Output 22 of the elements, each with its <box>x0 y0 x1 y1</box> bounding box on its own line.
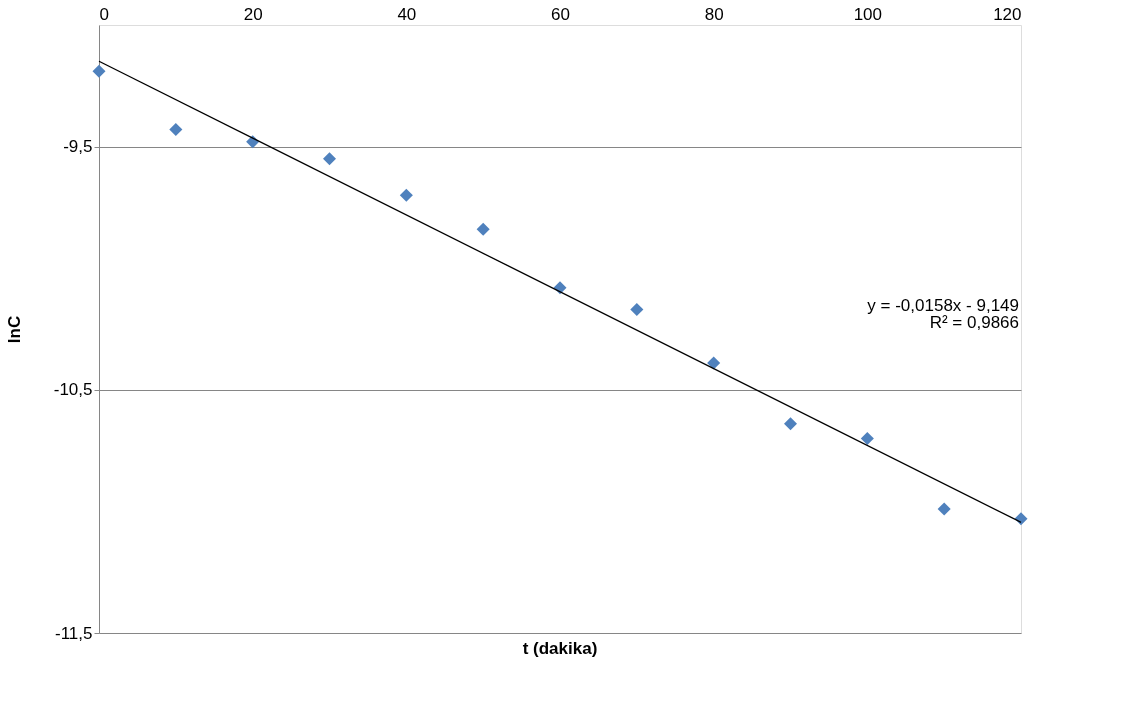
x-tick-label: 40 <box>397 4 417 24</box>
point <box>399 188 413 202</box>
x-tick-label: 120 <box>993 4 1022 24</box>
point <box>92 64 106 78</box>
x-tick-label: 100 <box>853 4 883 24</box>
point <box>476 222 490 236</box>
point <box>937 502 951 516</box>
x-axis-title: t (dakika) <box>522 639 598 658</box>
point <box>707 356 721 370</box>
x-tick-label: 60 <box>551 4 570 24</box>
x-tick-label: 80 <box>704 4 724 24</box>
x-tick-label: 0 <box>99 4 109 24</box>
point <box>783 417 798 431</box>
point <box>860 431 874 445</box>
y-tick-label: -10,5 <box>53 380 93 400</box>
x-tick-label: 20 <box>243 4 263 24</box>
point <box>169 123 183 137</box>
point <box>322 152 337 166</box>
y-tick-label: -11,5 <box>55 623 93 643</box>
y-axis-title: lnC <box>4 315 24 344</box>
y-tick-label: -9,5 <box>63 137 93 157</box>
point <box>630 303 644 317</box>
